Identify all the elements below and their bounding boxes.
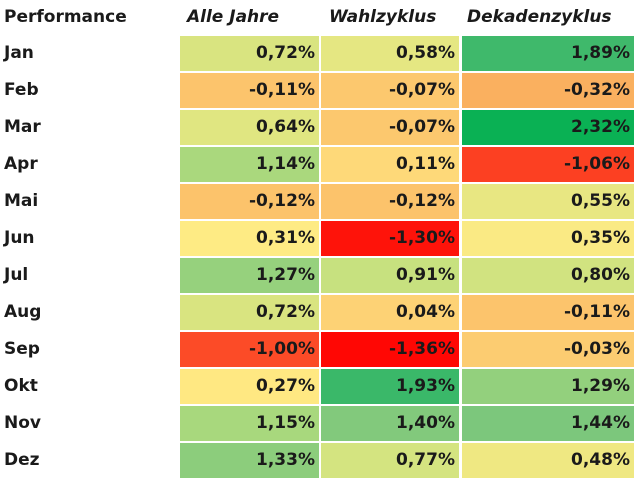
heatmap-cell: 1,40% bbox=[321, 406, 459, 441]
table-title: Performance bbox=[4, 7, 127, 27]
table-row: Jan 0,72% 0,58% 1,89% bbox=[0, 35, 640, 72]
heatmap-cell: -0,32% bbox=[462, 73, 634, 108]
heatmap-cell: 0,04% bbox=[321, 295, 459, 330]
heatmap-cell: 1,27% bbox=[180, 258, 319, 293]
heatmap-cell: 1,29% bbox=[462, 369, 634, 404]
heatmap-cell: 0,58% bbox=[321, 36, 459, 71]
heatmap-cell: 1,33% bbox=[180, 443, 319, 478]
table-row: Jul 1,27% 0,91% 0,80% bbox=[0, 257, 640, 294]
heatmap-cell: 0,80% bbox=[462, 258, 634, 293]
table-row: Aug 0,72% 0,04% -0,11% bbox=[0, 294, 640, 331]
row-label: Apr bbox=[4, 154, 38, 174]
row-label: Sep bbox=[4, 339, 40, 359]
row-label: Feb bbox=[4, 80, 39, 100]
heatmap-cell: -1,30% bbox=[321, 221, 459, 256]
heatmap-cell: -0,12% bbox=[321, 184, 459, 219]
table-row: Mar 0,64% -0,07% 2,32% bbox=[0, 109, 640, 146]
table-row: Jun 0,31% -1,30% 0,35% bbox=[0, 220, 640, 257]
table-row: Apr 1,14% 0,11% -1,06% bbox=[0, 146, 640, 183]
row-label: Okt bbox=[4, 376, 38, 396]
heatmap-cell: 0,31% bbox=[180, 221, 319, 256]
heatmap-cell: 0,91% bbox=[321, 258, 459, 293]
heatmap-cell: -1,00% bbox=[180, 332, 319, 367]
heatmap-cell: 0,48% bbox=[462, 443, 634, 478]
column-header-alle-jahre: Alle Jahre bbox=[187, 7, 280, 27]
heatmap-cell: 1,89% bbox=[462, 36, 634, 71]
heatmap-cell: -1,36% bbox=[321, 332, 459, 367]
heatmap-cell: 2,32% bbox=[462, 110, 634, 145]
row-label: Jul bbox=[4, 265, 29, 285]
heatmap-cell: 0,55% bbox=[462, 184, 634, 219]
heatmap-cell: 0,72% bbox=[180, 36, 319, 71]
table-row: Mai -0,12% -0,12% 0,55% bbox=[0, 183, 640, 220]
table-row: Nov 1,15% 1,40% 1,44% bbox=[0, 405, 640, 442]
heatmap-cell: -0,11% bbox=[462, 295, 634, 330]
heatmap-cell: 0,27% bbox=[180, 369, 319, 404]
row-label: Jun bbox=[4, 228, 35, 248]
heatmap-cell: -0,07% bbox=[321, 110, 459, 145]
row-label: Mar bbox=[4, 117, 41, 137]
heatmap-cell: -0,03% bbox=[462, 332, 634, 367]
heatmap-cell: 0,11% bbox=[321, 147, 459, 182]
heatmap-cell: 0,64% bbox=[180, 110, 319, 145]
heatmap-cell: -0,07% bbox=[321, 73, 459, 108]
heatmap-cell: 1,93% bbox=[321, 369, 459, 404]
heatmap-cell: 0,77% bbox=[321, 443, 459, 478]
heatmap-cell: 1,15% bbox=[180, 406, 319, 441]
row-label: Mai bbox=[4, 191, 39, 211]
heatmap-cell: 0,72% bbox=[180, 295, 319, 330]
row-label: Dez bbox=[4, 450, 40, 470]
column-header-wahlzyklus: Wahlzyklus bbox=[329, 7, 437, 27]
table-row: Sep -1,00% -1,36% -0,03% bbox=[0, 331, 640, 368]
heatmap-cell: 1,14% bbox=[180, 147, 319, 182]
table-row: Okt 0,27% 1,93% 1,29% bbox=[0, 368, 640, 405]
table-row: Feb -0,11% -0,07% -0,32% bbox=[0, 72, 640, 109]
heatmap-cell: -1,06% bbox=[462, 147, 634, 182]
heatmap-cell: 0,35% bbox=[462, 221, 634, 256]
heatmap-cell: -0,12% bbox=[180, 184, 319, 219]
column-header-dekadenzyklus: Dekadenzyklus bbox=[467, 7, 612, 27]
row-label: Nov bbox=[4, 413, 41, 433]
row-label: Jan bbox=[4, 43, 34, 63]
heatmap-cell: -0,11% bbox=[180, 73, 319, 108]
heatmap-cell: 1,44% bbox=[462, 406, 634, 441]
row-label: Aug bbox=[4, 302, 42, 322]
table-row: Dez 1,33% 0,77% 0,48% bbox=[0, 442, 640, 479]
